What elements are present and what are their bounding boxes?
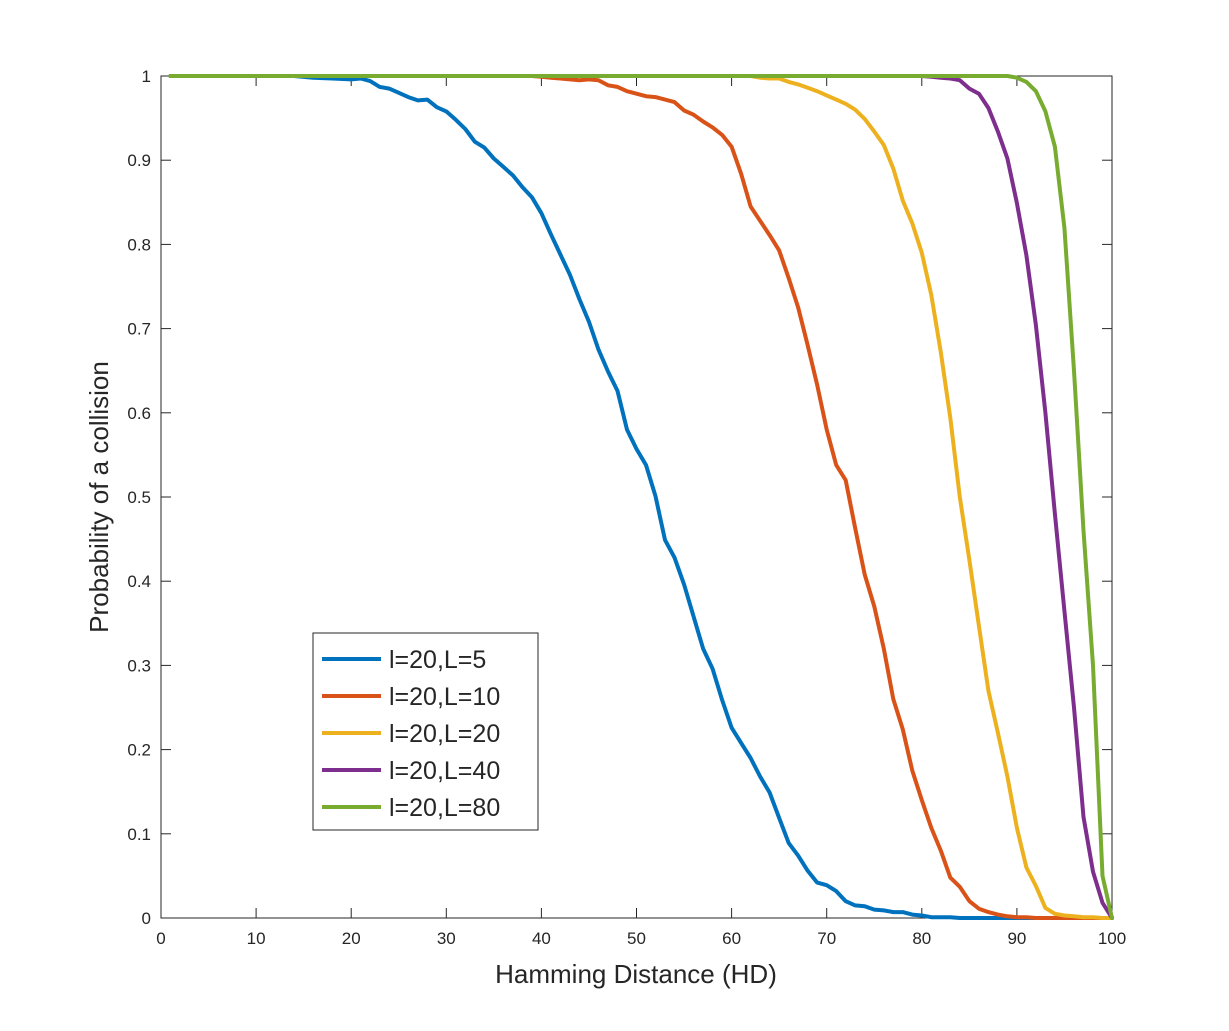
y-tick-label-4: 0.4 [127,572,151,591]
y-tick-label-8: 0.8 [127,235,151,254]
x-tick-label-1: 10 [247,929,266,948]
y-tick-label-5: 0.5 [127,488,151,507]
y-tick-label-2: 0.2 [127,741,151,760]
legend-label-2: l=20,L=20 [389,720,500,748]
x-tick-label-8: 80 [912,929,931,948]
y-tick-label-1: 0.1 [127,825,151,844]
y-tick-label-10: 1 [142,67,151,86]
y-tick-label-0: 0 [142,909,151,928]
legend-label-4: l=20,L=80 [389,794,500,822]
x-tick-label-5: 50 [627,929,646,948]
legend-label-1: l=20,L=10 [389,683,500,711]
series-line-0 [168,74,1114,920]
y-tick-label-6: 0.6 [127,404,151,423]
plot-area [160,75,1113,919]
y-tick-label-3: 0.3 [127,656,151,675]
x-tick-label-7: 70 [817,929,836,948]
series-layer [168,74,1114,920]
legend-label-3: l=20,L=40 [389,757,500,785]
series-line-4 [168,74,1114,920]
y-tick-label-7: 0.7 [127,320,151,339]
x-tick-label-2: 20 [342,929,361,948]
x-tick-label-4: 40 [532,929,551,948]
y-axis-label: Probability of a collision [84,361,114,633]
legend-label-0: l=20,L=5 [389,646,486,674]
x-tick-label-10: 100 [1098,929,1126,948]
x-tick-label-6: 60 [722,929,741,948]
x-tick-label-3: 30 [437,929,456,948]
x-axis-label: Hamming Distance (HD) [495,959,777,989]
x-tick-label-9: 90 [1007,929,1026,948]
x-tick-label-0: 0 [156,929,165,948]
axis-ticks: 0 10 20 30 40 50 60 70 80 90 100 0 0.1 0.2 0.3 0.4 0.5 0.… [127,67,1126,948]
y-tick-label-9: 0.9 [127,151,151,170]
legend: l=20,L=5 l=20,L=10 l=20,L=20 l=20,L=40 l… [312,632,539,831]
